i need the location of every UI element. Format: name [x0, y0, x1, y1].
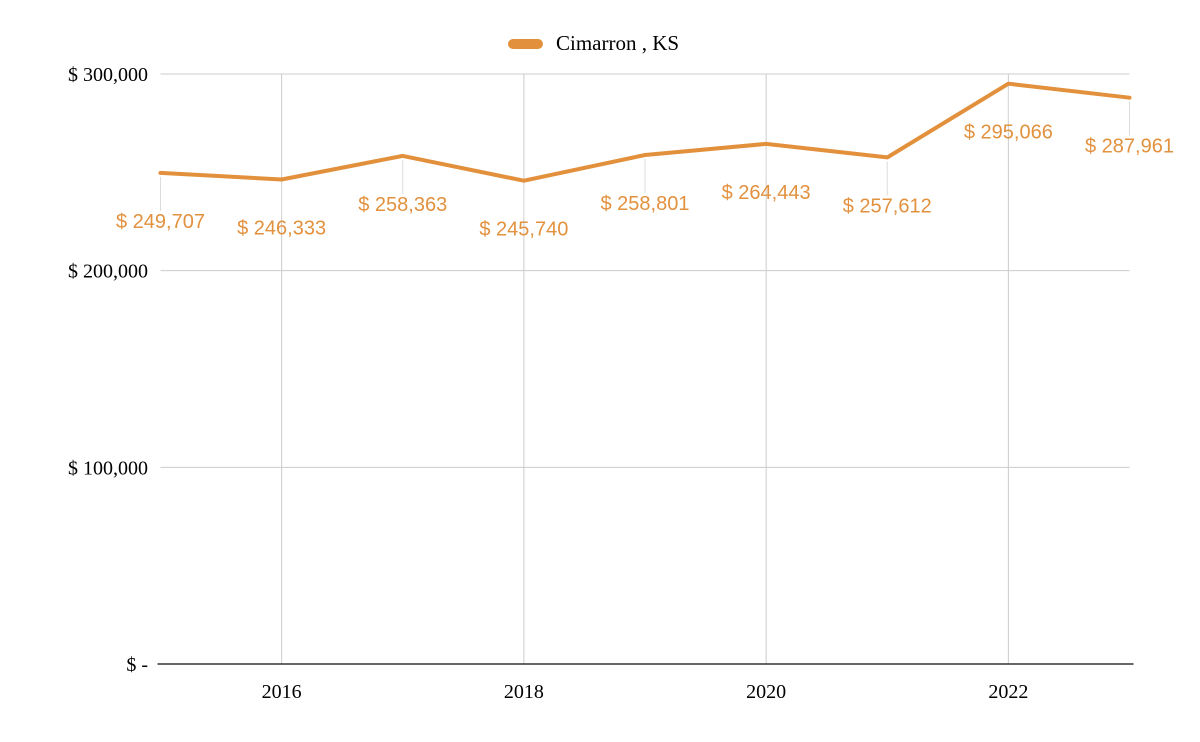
- data-label: $ 295,066: [964, 122, 1053, 144]
- x-tick-label: 2018: [504, 681, 544, 703]
- y-tick-label: $ -: [126, 654, 148, 676]
- legend: Cimarron , KS: [508, 31, 679, 56]
- legend-swatch: [508, 38, 543, 49]
- y-tick-label: $ 300,000: [68, 64, 148, 86]
- data-label: $ 258,801: [601, 193, 690, 215]
- data-label: $ 287,961: [1085, 136, 1174, 158]
- data-label: $ 264,443: [722, 182, 811, 204]
- data-label: $ 257,612: [843, 195, 932, 217]
- x-tick-label: 2016: [262, 681, 302, 703]
- y-tick-label: $ 100,000: [68, 457, 148, 479]
- x-tick-label: 2022: [988, 681, 1028, 703]
- legend-label: Cimarron , KS: [556, 31, 680, 55]
- data-label: $ 249,707: [116, 211, 205, 233]
- data-label: $ 245,740: [479, 219, 568, 241]
- x-tick-label: 2020: [746, 681, 786, 703]
- data-label: $ 258,363: [358, 194, 447, 216]
- series-line: [158, 81, 1132, 183]
- data-label: $ 246,333: [237, 218, 326, 240]
- y-tick-label: $ 200,000: [68, 261, 148, 283]
